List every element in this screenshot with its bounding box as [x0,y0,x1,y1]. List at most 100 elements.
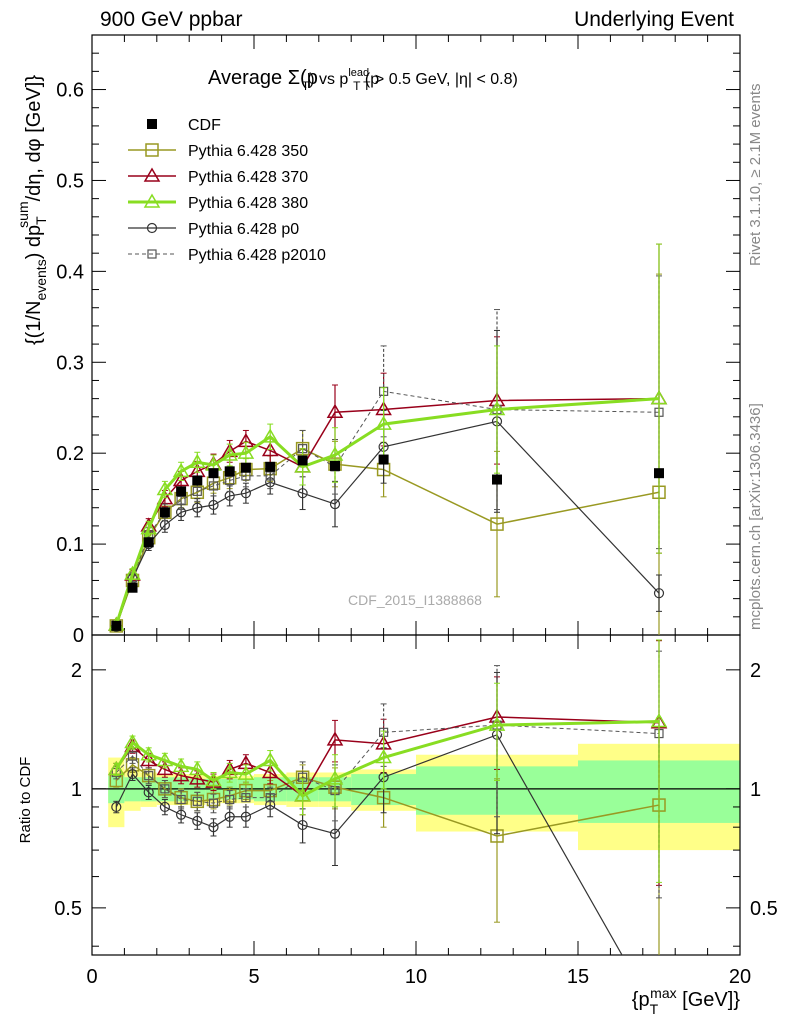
marker-small-square [176,794,186,805]
header-left: 900 GeV ppbar [100,8,243,31]
marker-small-square [225,475,235,486]
marker-circle [208,822,219,833]
legend-label: Pythia 6.428 370 [188,169,308,186]
marker-triangle [188,453,206,469]
marker-triangle [172,757,190,773]
legend-entry-CDF: CDF [147,117,221,134]
marker-square [192,475,203,486]
marker-triangle [375,749,392,764]
marker-circle [265,799,276,811]
x-tick-label: 0 [86,966,97,988]
series-CDF-main [111,454,664,631]
marker-triangle [156,481,174,496]
legend-label: Pythia 6.428 350 [188,143,308,160]
marker-triangle [188,760,206,776]
marker-triangle [107,760,125,776]
series-line-p2010 [115,724,660,804]
marker-small-square [208,481,219,491]
marker-triangle [261,441,279,457]
marker-triangle [261,428,279,443]
marker-circle [159,801,170,813]
marker-square [208,468,219,479]
marker-circle [297,819,308,831]
legend-label: CDF [188,117,221,134]
marker-triangle [294,458,311,473]
marker-triangle [140,520,158,535]
marker-triangle [143,193,161,208]
ratio-y-tick-label: 2 [71,660,82,682]
y-tick-label: 0.6 [56,80,84,102]
legend-label: Pythia 6.428 p2010 [188,247,326,264]
marker-small-square [144,771,154,781]
marker-circle [329,828,341,839]
marker-square [224,466,235,477]
legend-entry-p350: Pythia 6.428 350 [128,143,308,160]
marker-small-square [160,784,170,794]
marker-circle [297,488,308,499]
marker-circle [146,222,158,234]
marker-triangle [156,751,174,767]
legend-label: Pythia 6.428 380 [188,195,308,212]
marker-small-square [225,794,235,805]
series-p370-main [107,243,668,631]
legend-label: Pythia 6.428 p0 [188,221,299,238]
ratio-y-tick-label-right: 1 [750,779,761,801]
marker-square [147,119,157,129]
marker-triangle [221,764,239,779]
marker-circle [127,768,138,780]
marker-triangle [140,746,158,761]
marker-triangle [326,446,344,461]
marker-small-square [265,471,275,481]
marker-small-square [265,793,275,803]
marker-circle [111,801,122,813]
y-tick-label: 0.2 [56,443,84,465]
marker-triangle [650,390,668,405]
marker-circle [224,811,235,822]
watermark: CDF_2015_I1388868 [348,592,482,608]
x-tick-label: 15 [567,966,589,988]
marker-triangle [221,446,239,461]
ratio-y-tick-label-right: 2 [750,660,761,682]
marker-small-square [127,751,138,761]
x-tick-label: 10 [405,966,427,988]
marker-triangle [172,767,190,782]
marker-square [654,468,664,479]
main-ylabel: {(1/Nevents) dpTsum/dη, dφ [GeV]} [15,75,49,345]
marker-open-square [490,517,504,531]
marker-triangle [488,401,506,416]
marker-square [265,461,276,472]
marker-circle [143,787,154,798]
marker-square [492,474,502,485]
marker-triangle [261,751,279,767]
marker-circle [240,811,251,822]
marker-triangle [124,565,141,580]
marker-triangle [237,765,255,780]
ratio-xlabel: {pTmax [GeV]} [632,985,741,1017]
marker-triangle [326,403,344,419]
marker-circle [208,499,219,511]
marker-square [330,460,340,471]
marker-circle [192,815,203,826]
series-p380-main [107,243,668,631]
y-tick-label: 0.3 [56,352,84,374]
y-tick-label: 0.4 [56,261,84,283]
y-tick-label: 0.5 [56,170,84,192]
ratio-y-tick-label: 1 [71,779,82,801]
marker-square [297,455,308,466]
marker-square [127,582,138,593]
marker-open-square [145,143,159,157]
x-tick-label: 20 [729,966,751,988]
marker-triangle [205,771,222,787]
marker-small-square [147,249,157,259]
marker-triangle [237,444,255,459]
marker-small-square [192,796,202,806]
marker-square [176,486,187,497]
legend-entry-p370: Pythia 6.428 370 [128,167,308,186]
marker-triangle [261,764,279,779]
marker-triangle [294,787,311,802]
plot-title: Average Σ(pT) vs plead T (pT > 0.5 GeV, |… [208,67,518,93]
y-tick-label: 0 [73,625,84,647]
series-p380-ratio [107,639,668,883]
y-tick-label: 0.1 [56,534,84,556]
marker-circle [176,809,187,820]
